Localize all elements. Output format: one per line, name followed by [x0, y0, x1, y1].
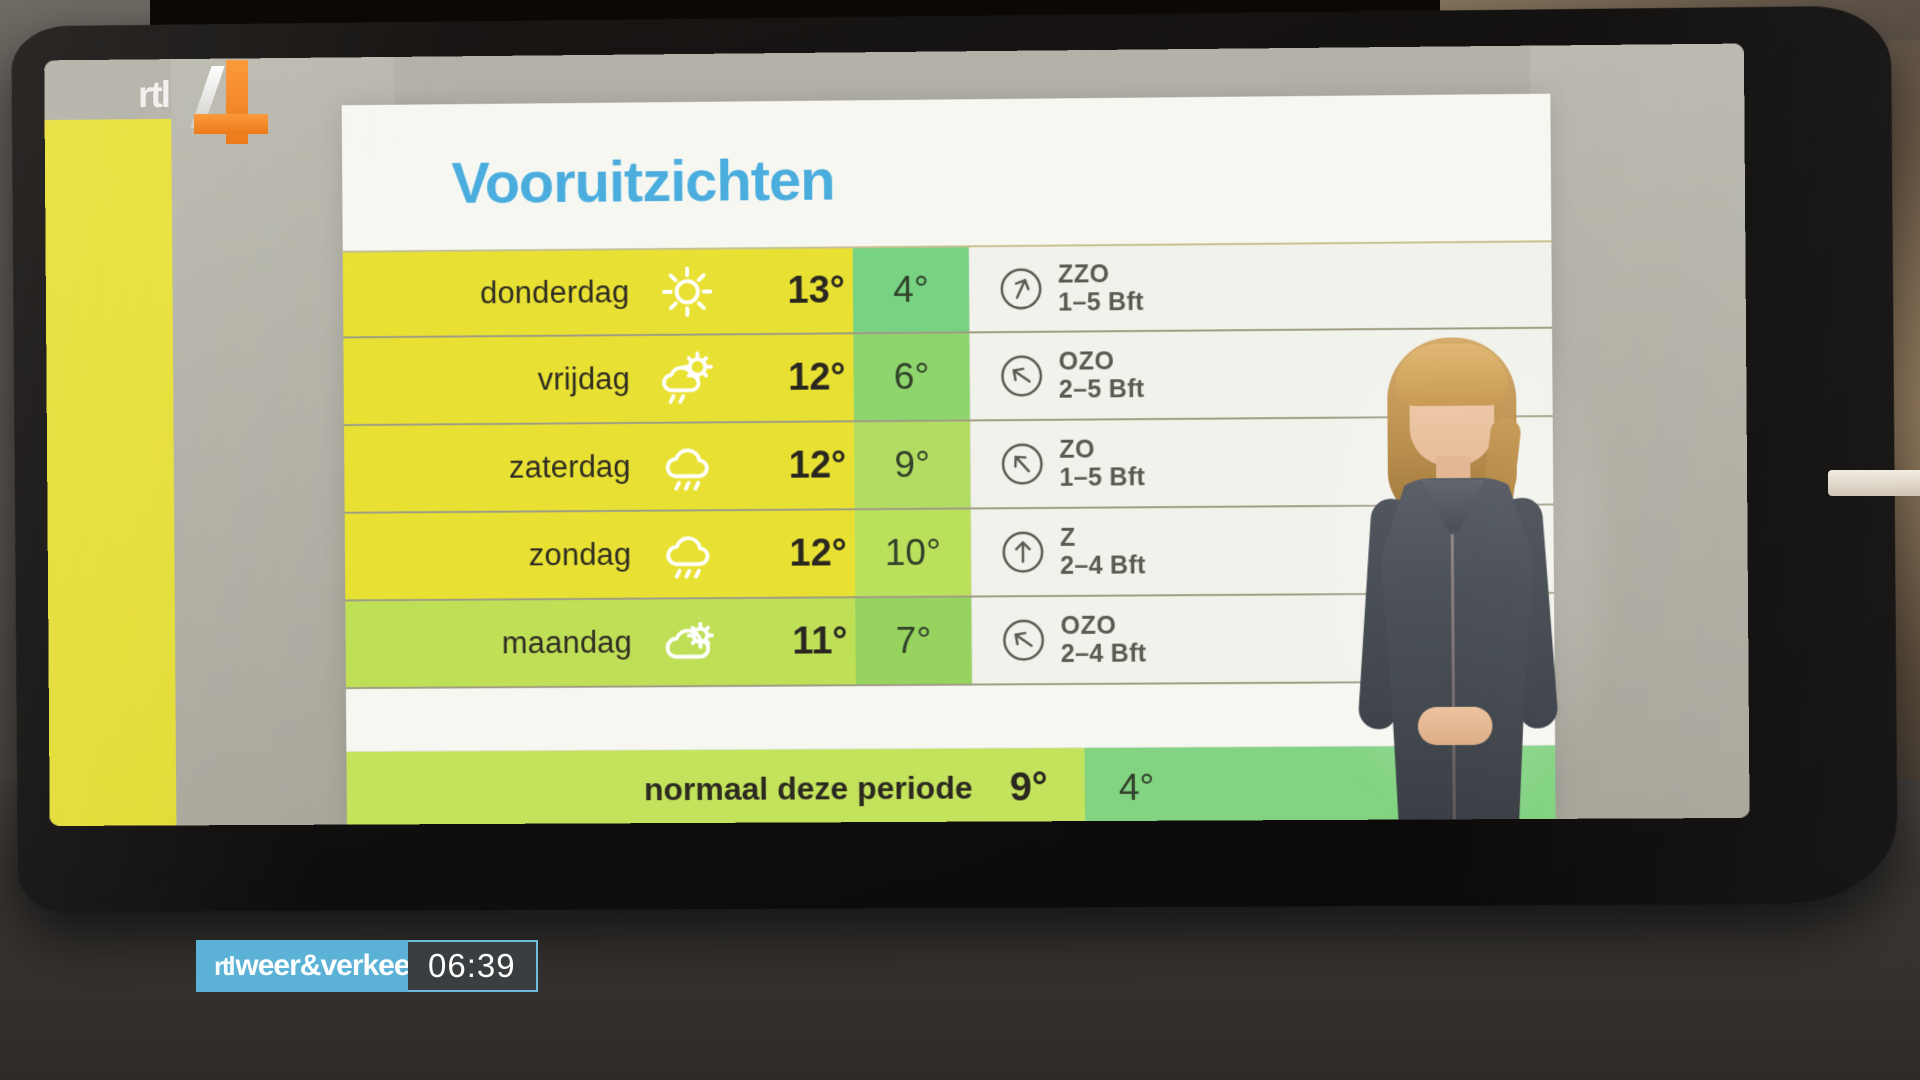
min-temperature: 6° — [853, 333, 970, 421]
min-temperature: 4° — [852, 247, 970, 333]
day-label: vrijdag — [537, 361, 631, 397]
wind-text: ZO 1–5 Bft — [1059, 435, 1145, 492]
min-temperature: 7° — [855, 597, 972, 685]
forecast-panel: Vooruitzichten donderdag 13° 4° ZZO 1–5 Bft v… — [341, 93, 1556, 827]
page-title: Vooruitzichten — [451, 147, 835, 216]
broadcast-bottom-bar: rtl weer&verkeer 06:39 — [196, 940, 538, 992]
rtl4-logo: rtl — [138, 52, 268, 147]
presenter — [1308, 337, 1615, 826]
table-row: zondag 12° 10° Z 2–4 Bft — [344, 505, 1554, 602]
wind-cell: ZZO 1–5 Bft — [968, 242, 1553, 332]
wind-force: 1–5 Bft — [1059, 463, 1146, 492]
presenter-hands — [1417, 706, 1493, 746]
forecast-day-cell: maandag 11° — [345, 598, 856, 688]
normal-period-max-temp: 9° — [972, 748, 1086, 827]
cloud-rain-icon — [634, 435, 742, 498]
sun-icon — [633, 260, 741, 323]
bottom-bar-rtl-text: rtl — [214, 950, 236, 981]
wind-force: 1–5 Bft — [1058, 287, 1144, 317]
wind-direction: ZZO — [1057, 260, 1110, 289]
forecast-day-cell: zondag 12° — [344, 510, 856, 600]
wind-direction: ZO — [1059, 435, 1096, 464]
wind-text: OZO 2–5 Bft — [1059, 347, 1145, 404]
forecast-day-cell: donderdag 13° — [342, 248, 854, 337]
table-row: maandag 11° 7° OZO 2–4 Bft — [345, 593, 1555, 690]
min-temperature: 10° — [854, 509, 972, 597]
wind-cell: OZO 2–5 Bft — [969, 328, 1553, 420]
normal-period-label: normaal deze periode — [346, 748, 973, 827]
day-label: donderdag — [479, 274, 630, 311]
screen-surface: Vooruitzichten donderdag 13° 4° ZZO 1–5 Bft v… — [44, 43, 1750, 827]
cloud-rain-icon — [635, 523, 743, 586]
screen-band-yellow — [44, 118, 177, 827]
max-temperature: 13° — [787, 268, 846, 312]
table-row: donderdag 13° 4° ZZO 1–5 Bft — [342, 240, 1553, 339]
arrow-up-left-icon — [999, 441, 1045, 487]
bezel-side-notch — [1828, 470, 1920, 496]
forecast-day-cell: vrijdag 12° — [343, 334, 854, 425]
cloud-sun-icon — [636, 611, 744, 674]
videowall-screen: Vooruitzichten donderdag 13° 4° ZZO 1–5 Bft v… — [44, 43, 1750, 827]
wind-direction: OZO — [1058, 347, 1115, 376]
max-temperature: 11° — [792, 619, 848, 663]
rtl4-logo-text: rtl — [138, 74, 171, 115]
wind-cell: OZO 2–4 Bft — [971, 593, 1555, 684]
bottom-bar-program-name: weer&verkeer — [235, 949, 408, 982]
arrow-up-right-icon — [998, 266, 1044, 312]
presenter-hair-front — [1394, 343, 1509, 407]
wind-force: 2–4 Bft — [1060, 551, 1146, 580]
wind-cell: Z 2–4 Bft — [970, 505, 1554, 596]
max-temperature: 12° — [789, 531, 848, 575]
wind-text: Z 2–4 Bft — [1060, 523, 1146, 580]
wind-text: OZO 2–4 Bft — [1060, 611, 1146, 668]
wind-direction: Z — [1059, 523, 1076, 552]
wind-text: ZZO 1–5 Bft — [1057, 260, 1144, 317]
table-row: vrijdag 12° 6° OZO 2–5 Bft — [343, 328, 1553, 427]
max-temperature: 12° — [788, 443, 847, 487]
min-temperature: 9° — [853, 421, 971, 509]
day-label: zaterdag — [508, 448, 631, 485]
wind-cell: ZO 1–5 Bft — [969, 417, 1554, 508]
bottom-bar-brand: rtl weer&verkeer — [196, 940, 408, 992]
wind-force: 2–5 Bft — [1058, 375, 1145, 404]
sun-cloud-rain-icon — [634, 347, 742, 410]
day-label: maandag — [501, 624, 633, 661]
table-row: zaterdag 12° 9° ZO 1–5 Bft — [344, 417, 1554, 514]
arrow-up-left-icon — [998, 353, 1044, 399]
bottom-bar-clock: 06:39 — [408, 940, 538, 992]
forecast-day-cell: zaterdag 12° — [344, 422, 855, 512]
rtl4-logo-four-bar — [194, 114, 268, 134]
wind-direction: OZO — [1060, 611, 1117, 640]
max-temperature: 12° — [788, 355, 846, 399]
forecast-table: donderdag 13° 4° ZZO 1–5 Bft vrijdag 12° 6° OZO 2… — [342, 240, 1556, 827]
arrow-up-left-icon — [1000, 617, 1046, 663]
wind-force: 2–4 Bft — [1060, 639, 1147, 669]
day-label: zondag — [528, 536, 632, 573]
arrow-up-icon — [1000, 529, 1046, 575]
